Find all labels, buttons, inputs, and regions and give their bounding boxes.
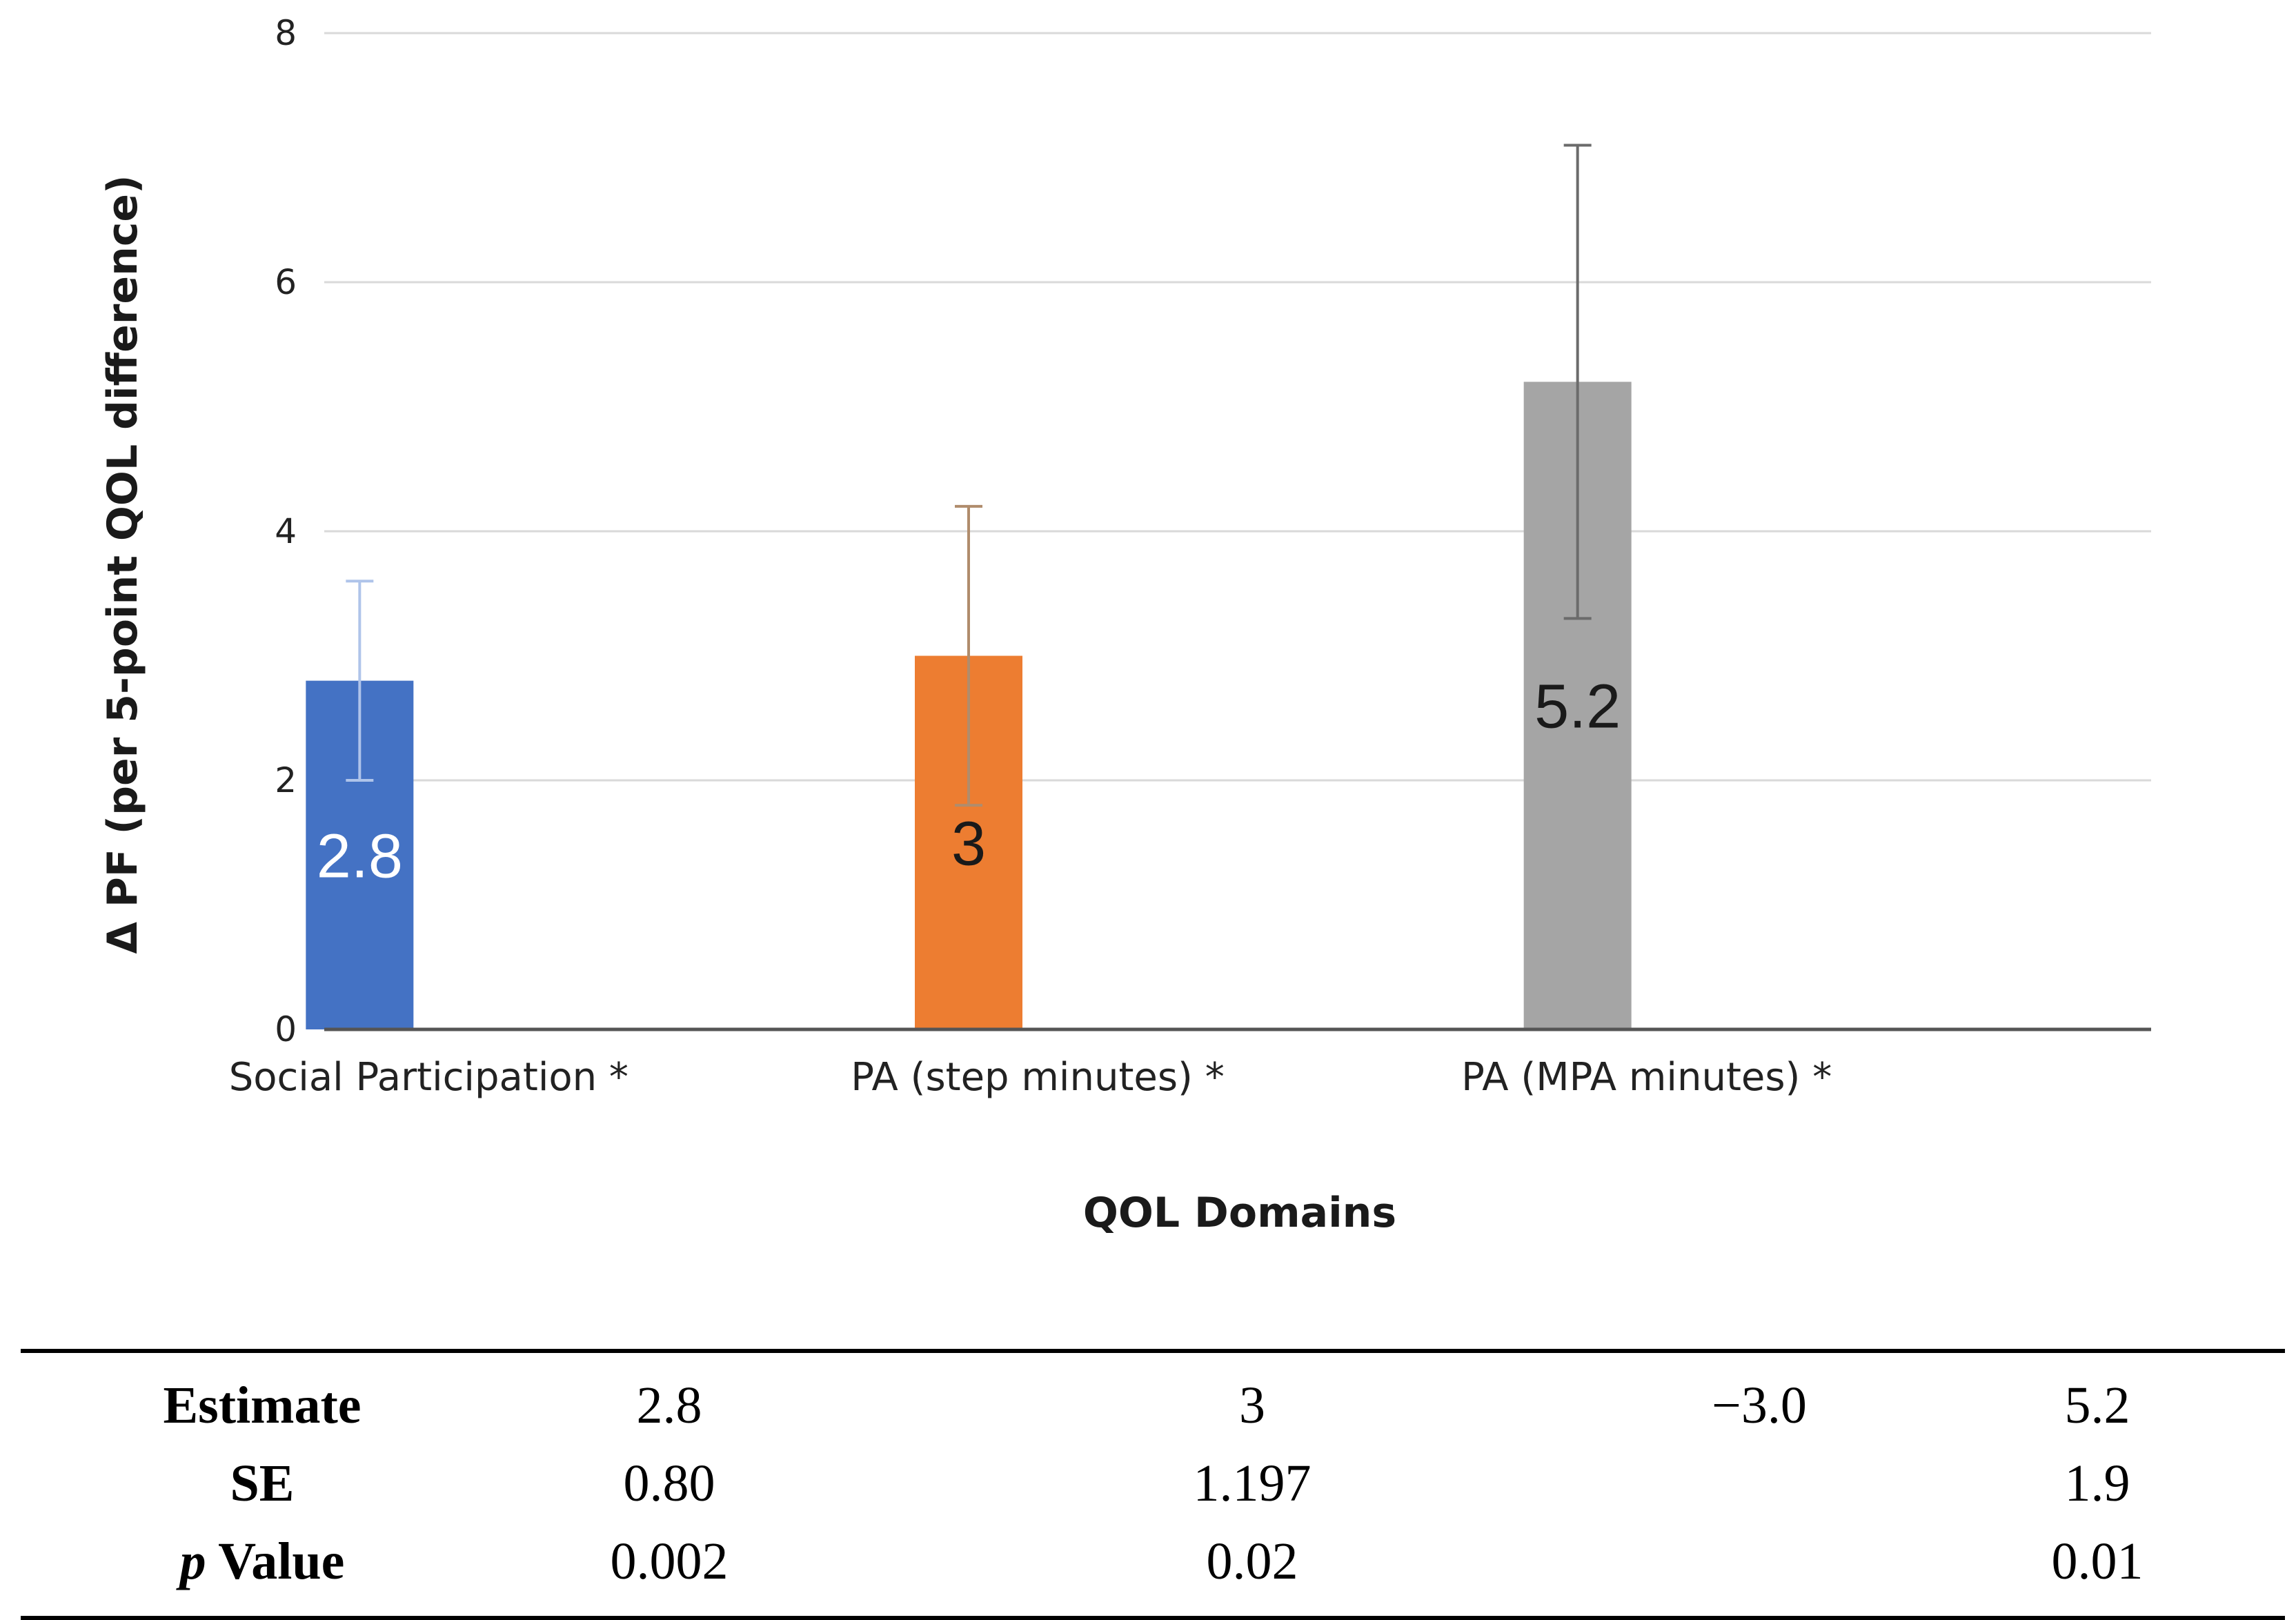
y-tick-label: 0 — [275, 1009, 297, 1049]
p-symbol: p — [179, 1532, 206, 1590]
row-header-se: SE — [230, 1454, 295, 1512]
x-tick-label-1: Social Participation * — [229, 1055, 629, 1100]
row-header-p-value: p Value — [103, 1523, 421, 1601]
error-bar-1 — [346, 580, 374, 782]
x-tick-labels: Social Participation * PA (step minutes) … — [229, 1055, 1832, 1100]
gridlines — [324, 32, 2151, 782]
row-header-estimate: Estimate — [163, 1376, 362, 1434]
data-labels: 2.8 3 5.2 — [317, 673, 1621, 891]
estimate-step-minutes: 3 — [1239, 1376, 1265, 1434]
table-row-p-value: p Value 0.002 0.02 0.01 — [21, 1523, 2285, 1601]
x-tick-label-3: PA (MPA minutes) * — [1461, 1055, 1832, 1100]
estimate-extra-column: −3.0 — [1712, 1376, 1807, 1434]
y-axis-title: Δ PF (per 5-point QOL difference) — [99, 175, 147, 954]
y-tick-label: 4 — [275, 511, 297, 551]
y-tick-label: 2 — [275, 760, 297, 800]
p-social-participation: 0.002 — [610, 1532, 729, 1590]
data-label-1: 2.8 — [317, 822, 403, 891]
bar-chart: 0 2 4 6 8 2.8 3 5.2 Social Participation * PA (… — [99, 13, 2151, 1237]
error-bar-2 — [955, 504, 982, 807]
se-social-participation: 0.80 — [623, 1454, 715, 1512]
error-bars — [346, 144, 1592, 807]
stats-table: Estimate 2.8 3 −3.0 5.2 SE 0.80 1.197 1.… — [21, 1349, 2285, 1620]
x-axis-title: QOL Domains — [1083, 1189, 1396, 1237]
se-step-minutes: 1.197 — [1193, 1454, 1312, 1512]
y-tick-labels: 0 2 4 6 8 — [275, 13, 297, 1049]
table-row-estimate: Estimate 2.8 3 −3.0 5.2 — [21, 1367, 2285, 1445]
p-mpa-minutes: 0.01 — [2051, 1532, 2144, 1590]
y-tick-label: 6 — [275, 262, 297, 302]
value-word: Value — [218, 1532, 345, 1590]
error-bar-3 — [1563, 144, 1592, 620]
table-row-se: SE 0.80 1.197 1.9 — [21, 1445, 2285, 1523]
estimate-social-participation: 2.8 — [636, 1376, 702, 1434]
se-mpa-minutes: 1.9 — [2064, 1454, 2130, 1512]
x-tick-label-2: PA (step minutes) * — [851, 1055, 1224, 1100]
data-label-3: 5.2 — [1534, 673, 1621, 742]
estimate-mpa-minutes: 5.2 — [2064, 1376, 2130, 1434]
y-tick-label: 8 — [275, 13, 297, 53]
data-label-2: 3 — [951, 809, 986, 878]
p-step-minutes: 0.02 — [1206, 1532, 1298, 1590]
